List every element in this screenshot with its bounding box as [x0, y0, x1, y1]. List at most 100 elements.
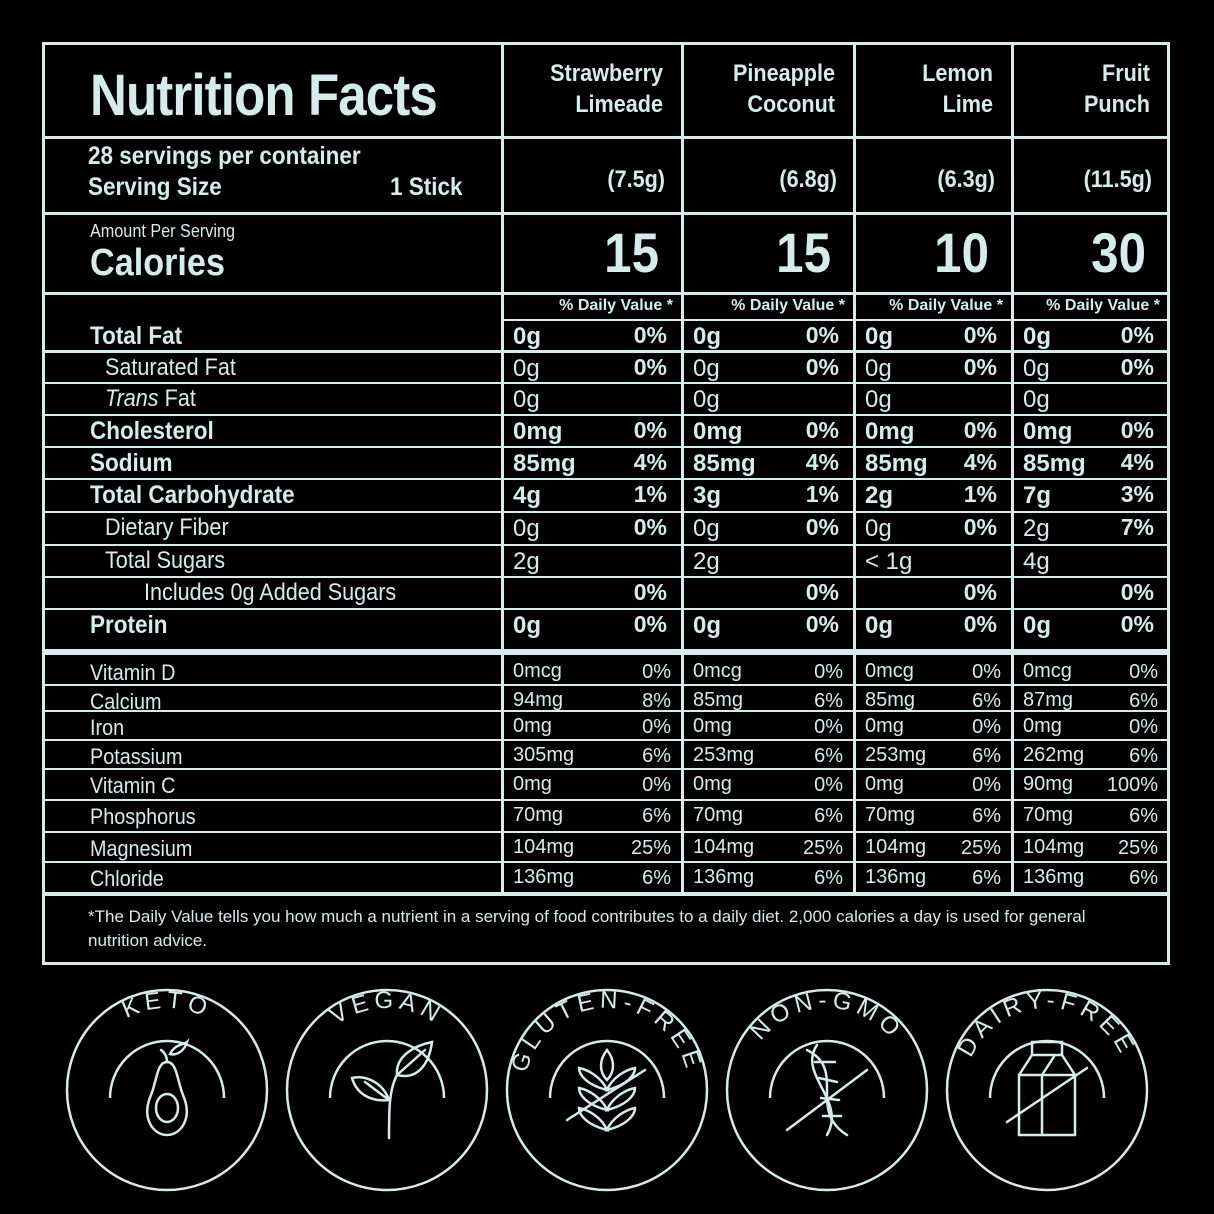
flavor-name-line: Limeade	[575, 91, 663, 118]
nutrient-amount: 0g	[513, 515, 540, 542]
vitamin-amount: 262mg	[1023, 744, 1085, 766]
vitamin-label: Potassium	[90, 744, 183, 769]
nutrient-amount: 0g	[513, 355, 540, 382]
divider-line	[42, 478, 1170, 480]
nutrient-amount: 2g	[1023, 515, 1050, 542]
badge-keto: KETO	[65, 987, 269, 1192]
nutrient-daily-value: 0%	[1120, 417, 1154, 443]
nutrient-daily-value: 0%	[963, 579, 997, 605]
vitamin-label: Calcium	[90, 689, 162, 714]
nutrient-label: Total Carbohydrate	[90, 481, 295, 510]
vitamin-daily-value: 6%	[642, 805, 671, 827]
vitamin-daily-value: 0%	[972, 774, 1001, 796]
nutrient-amount: 0g	[513, 612, 542, 639]
nutrient-amount: < 1g	[865, 548, 913, 575]
nutrient-daily-value: 4%	[805, 449, 839, 475]
vitamin-amount: 0mg	[1023, 715, 1062, 737]
nutrient-amount: 0g	[693, 515, 720, 542]
vitamin-daily-value: 6%	[972, 805, 1001, 827]
nutrient-amount: 0g	[865, 386, 892, 413]
vitamin-amount: 70mg	[865, 804, 916, 826]
daily-value-header: % Daily Value *	[731, 297, 845, 314]
divider-line	[42, 608, 1170, 610]
divider-line	[42, 212, 1170, 215]
nutrient-amount: 0g	[693, 386, 720, 413]
column-divider	[501, 42, 504, 894]
nutrient-label-text: Sodium	[90, 449, 173, 477]
divider-line	[42, 768, 1170, 770]
nutrient-daily-value: 0%	[633, 579, 667, 605]
vitamin-label: Phosphorus	[90, 804, 196, 829]
nutrient-amount: 0g	[513, 386, 540, 413]
vitamin-daily-value: 0%	[972, 661, 1001, 683]
divider-line	[42, 292, 1170, 295]
nutrient-amount: 2g	[513, 548, 540, 575]
divider-line	[42, 892, 1170, 896]
nutrient-daily-value: 0%	[805, 514, 839, 540]
nutrient-amount: 7g	[1023, 482, 1052, 509]
vitamin-amount: 70mg	[693, 804, 744, 826]
milk-carton-crossed-icon	[1005, 1040, 1089, 1137]
nutrient-daily-value: 0%	[963, 417, 997, 443]
nutrient-label: Protein	[90, 611, 168, 640]
page-title: Nutrition Facts	[90, 63, 438, 128]
amount-per-serving: Amount Per Serving	[90, 221, 235, 241]
flavor-name-line: Lemon	[922, 60, 993, 87]
nutrient-label-text: Saturated Fat	[105, 354, 236, 381]
badge-vegan: VEGAN	[285, 987, 489, 1192]
nutrient-amount: 3g	[693, 482, 722, 509]
nutrient-daily-value: 0%	[805, 417, 839, 443]
daily-value-header: % Daily Value *	[1046, 297, 1160, 314]
vitamin-amount: 70mg	[513, 804, 564, 826]
vitamin-amount: 0mcg	[1023, 660, 1072, 682]
nutrient-daily-value: 4%	[633, 449, 667, 475]
nutrient-daily-value: 1%	[633, 481, 667, 507]
divider-line	[42, 649, 1170, 655]
vitamin-daily-value: 0%	[642, 716, 671, 738]
vitamin-amount: 253mg	[865, 744, 927, 766]
divider-line	[42, 350, 1170, 353]
daily-value-header: % Daily Value *	[559, 297, 673, 314]
divider-line	[42, 576, 1170, 578]
nutrient-daily-value: 0%	[805, 611, 839, 637]
divider-line	[42, 861, 1170, 863]
nutrient-amount: 0mg	[865, 418, 915, 445]
flavor-name: Fruit Punch	[1025, 58, 1150, 120]
divider-line	[42, 739, 1170, 741]
nutrient-label-text: Includes 0g Added Sugars	[144, 579, 397, 606]
calories-value: 10	[934, 221, 989, 284]
vitamin-daily-value: 25%	[1117, 837, 1158, 859]
divider-line	[42, 382, 1170, 384]
vitamin-label: Magnesium	[90, 836, 193, 861]
vitamin-daily-value: 0%	[972, 716, 1001, 738]
nutrient-label-text: Cholesterol	[90, 417, 214, 445]
nutrient-daily-value: 0%	[633, 514, 667, 540]
column-divider	[681, 42, 684, 894]
flavor-name-line: Fruit	[1102, 60, 1150, 87]
divider-line	[42, 684, 1170, 686]
vitamin-amount: 0mg	[865, 773, 904, 795]
nutrient-label: Dietary Fiber	[105, 514, 229, 542]
nutrient-daily-value: 0%	[1120, 579, 1154, 605]
divider-line	[42, 136, 1170, 139]
vitamin-daily-value: 100%	[1106, 774, 1158, 796]
serving-weight: (6.8g)	[779, 166, 837, 193]
vitamin-amount: 136mg	[865, 866, 927, 888]
divider-line	[42, 710, 1170, 712]
badge-label: VEGAN	[325, 987, 443, 1030]
flavor-name-line: Lime	[942, 91, 993, 118]
svg-text:NON-GMO: NON-GMO	[745, 987, 909, 1046]
vitamin-daily-value: 0%	[1129, 716, 1158, 738]
vitamin-label: Vitamin C	[90, 773, 176, 798]
serving-weight: (7.5g)	[607, 166, 665, 193]
nutrient-amount: 0mg	[513, 418, 563, 445]
vitamin-amount: 305mg	[513, 744, 575, 766]
nutrient-daily-value: 4%	[1120, 449, 1154, 475]
nutrient-amount: 0g	[1023, 612, 1052, 639]
nutrient-label-text: Total Sugars	[105, 547, 226, 574]
nutrient-daily-value: 3%	[1120, 481, 1154, 507]
vitamin-amount: 0mg	[513, 715, 552, 737]
badge-dairy-free: DAIRY-FREE	[945, 987, 1149, 1192]
vitamin-daily-value: 0%	[1129, 661, 1158, 683]
avocado-icon	[146, 1037, 190, 1137]
